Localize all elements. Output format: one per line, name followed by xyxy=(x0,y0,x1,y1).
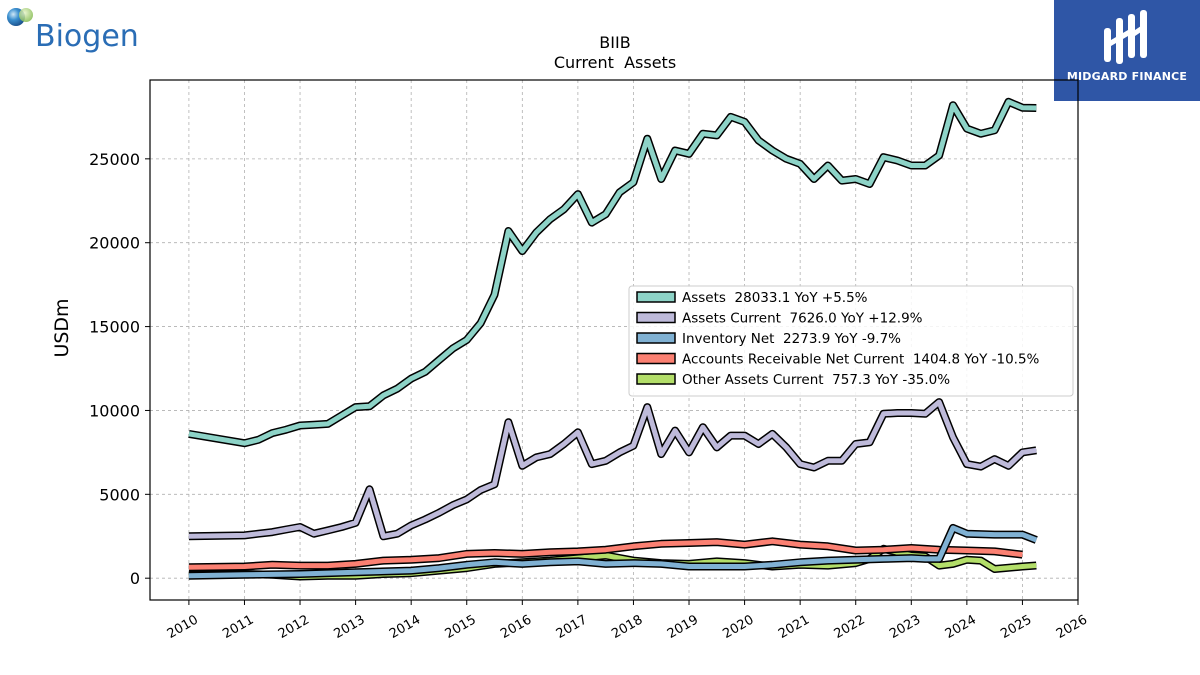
legend-item: Accounts Receivable Net Current 1404.8 Y… xyxy=(636,352,1040,368)
y-axis-label: USDm xyxy=(51,298,73,357)
y-tick-label: 20000 xyxy=(89,234,140,253)
series-accounts-receivable-net-current xyxy=(188,537,1023,572)
x-tick-label: 2020 xyxy=(720,612,756,642)
legend-item: Other Assets Current 757.3 YoY -35.0% xyxy=(636,372,950,388)
x-tick-label: 2017 xyxy=(554,612,590,642)
x-tick-label: 2010 xyxy=(165,612,201,642)
legend-label: Assets Current 7626.0 YoY +12.9% xyxy=(682,311,923,327)
legend-swatch xyxy=(636,332,676,344)
legend-swatch xyxy=(636,352,676,365)
x-tick-label: 2024 xyxy=(943,612,979,642)
chart-title: BIIB xyxy=(599,33,630,52)
legend-label: Assets 28033.1 YoY +5.5% xyxy=(682,290,868,306)
biogen-logo: Biogen xyxy=(7,8,139,54)
y-tick-label: 5000 xyxy=(99,485,140,504)
series-layer xyxy=(188,97,1038,581)
x-tick-label: 2019 xyxy=(665,612,701,642)
x-tick-label: 2023 xyxy=(887,612,923,642)
x-tick-label: 2015 xyxy=(443,612,479,642)
biogen-logo-text: Biogen xyxy=(35,19,139,54)
legend-item: Assets 28033.1 YoY +5.5% xyxy=(636,290,868,306)
x-tick-label: 2013 xyxy=(331,612,367,642)
legend-label: Accounts Receivable Net Current 1404.8 Y… xyxy=(682,352,1040,368)
midgard-finance-text: MIDGARD FINANCE xyxy=(1066,70,1188,83)
series-assets xyxy=(188,97,1037,448)
series-line xyxy=(188,99,1037,446)
x-tick-label: 2012 xyxy=(276,612,312,642)
legend-item: Assets Current 7626.0 YoY +12.9% xyxy=(636,311,923,327)
y-tick-label: 0 xyxy=(130,569,140,588)
legend-swatch xyxy=(636,373,676,385)
y-tick-label: 10000 xyxy=(89,401,140,420)
legend-item: Inventory Net 2273.9 YoY -9.7% xyxy=(636,331,901,347)
y-tick-label: 15000 xyxy=(89,318,140,337)
series-line xyxy=(188,399,1037,539)
legend-label: Other Assets Current 757.3 YoY -35.0% xyxy=(682,372,950,388)
x-tick-label: 2021 xyxy=(776,612,812,642)
series-line xyxy=(188,525,1038,579)
legend: Assets 28033.1 YoY +5.5% Assets Current 7… xyxy=(628,285,1074,397)
legend-label: Inventory Net 2273.9 YoY -9.7% xyxy=(682,331,901,347)
legend-swatch xyxy=(636,311,676,324)
legend-box xyxy=(628,285,1074,397)
legend-swatch xyxy=(636,291,676,303)
chart-subtitle: Current Assets xyxy=(554,53,676,72)
plot-frame xyxy=(149,79,1079,601)
x-tick-label: 2014 xyxy=(387,612,423,642)
y-tick-label: 25000 xyxy=(89,150,140,169)
x-tick-label: 2022 xyxy=(832,612,868,642)
x-tick-label: 2026 xyxy=(1054,612,1090,642)
series-inventory-net xyxy=(188,523,1038,580)
x-tick-label: 2018 xyxy=(609,612,645,642)
midgard-finance-logo: MIDGARD FINANCE xyxy=(1054,0,1200,101)
x-tick-label: 2025 xyxy=(998,612,1034,642)
x-tick-label: 2016 xyxy=(498,612,534,642)
series-assets-current xyxy=(188,398,1037,541)
midgard-emblem-icon xyxy=(1104,10,1147,64)
x-tick-label: 2011 xyxy=(220,612,256,642)
series-line xyxy=(188,538,1023,570)
